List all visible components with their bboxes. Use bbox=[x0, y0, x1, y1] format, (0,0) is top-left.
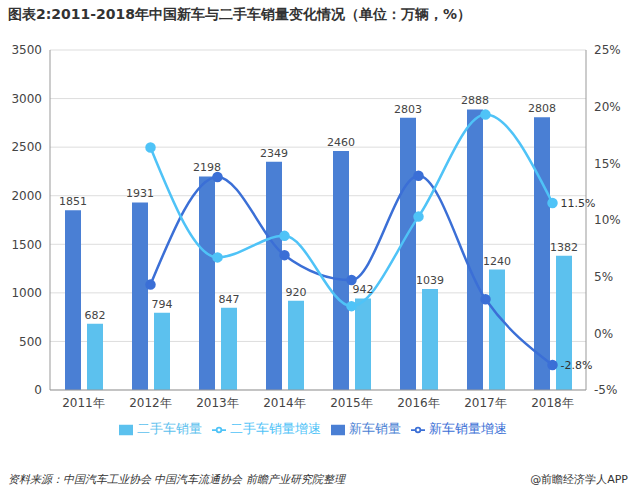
svg-text:682: 682 bbox=[85, 309, 106, 322]
svg-text:2349: 2349 bbox=[260, 147, 288, 160]
html-text:新车销量: 新车销量 bbox=[349, 421, 401, 436]
svg-text:0%: 0% bbox=[594, 327, 613, 341]
svg-text:2013年: 2013年 bbox=[196, 396, 239, 410]
svg-text:1382: 1382 bbox=[550, 241, 578, 254]
html-text:@前瞻经济学人APP: @前瞻经济学人APP bbox=[530, 473, 628, 486]
svg-text:1500: 1500 bbox=[11, 238, 42, 252]
svg-text:2015年: 2015年 bbox=[330, 396, 373, 410]
svg-text:1039: 1039 bbox=[416, 274, 444, 287]
svg-text:2803: 2803 bbox=[394, 103, 422, 116]
svg-text:-5%: -5% bbox=[594, 383, 617, 397]
svg-text:2011年: 2011年 bbox=[62, 396, 105, 410]
svg-text:-2.8%: -2.8% bbox=[561, 359, 593, 372]
svg-text:10%: 10% bbox=[594, 213, 621, 227]
svg-text:3000: 3000 bbox=[11, 92, 42, 106]
svg-text:15%: 15% bbox=[594, 157, 621, 171]
html-text:资料来源：中国汽车工业协会 中国汽车流通协会 前瞻产业研究院: 资料来源：中国汽车工业协会 中国汽车流通协会 前瞻产业研究院整理 bbox=[8, 473, 345, 486]
svg-text:3500: 3500 bbox=[11, 43, 42, 57]
svg-text:2460: 2460 bbox=[327, 136, 355, 149]
svg-text:500: 500 bbox=[19, 335, 42, 349]
svg-text:2018年: 2018年 bbox=[531, 396, 574, 410]
svg-text:942: 942 bbox=[353, 283, 374, 296]
html-text:图表2:2011-2018年中国新车与二手车销量变化情况（单: 图表2:2011-2018年中国新车与二手车销量变化情况（单位：万辆，%） bbox=[8, 6, 472, 22]
svg-text:25%: 25% bbox=[594, 43, 621, 57]
svg-text:2000: 2000 bbox=[11, 189, 42, 203]
svg-text:920: 920 bbox=[286, 286, 307, 299]
svg-text:847: 847 bbox=[219, 293, 240, 306]
svg-text:1851: 1851 bbox=[59, 195, 87, 208]
svg-text:20%: 20% bbox=[594, 100, 621, 114]
svg-text:2017年: 2017年 bbox=[464, 396, 507, 410]
svg-text:2012年: 2012年 bbox=[129, 396, 172, 410]
html-text:二手车销量: 二手车销量 bbox=[137, 421, 202, 436]
svg-text:2198: 2198 bbox=[193, 161, 221, 174]
svg-text:0: 0 bbox=[34, 383, 42, 397]
svg-text:11.5%: 11.5% bbox=[561, 197, 596, 210]
svg-text:2014年: 2014年 bbox=[263, 396, 306, 410]
svg-text:2808: 2808 bbox=[528, 102, 556, 115]
svg-text:2888: 2888 bbox=[461, 94, 489, 107]
svg-text:5%: 5% bbox=[594, 270, 613, 284]
svg-text:1000: 1000 bbox=[11, 286, 42, 300]
svg-text:1931: 1931 bbox=[126, 187, 154, 200]
svg-text:794: 794 bbox=[152, 298, 173, 311]
svg-text:2016年: 2016年 bbox=[397, 396, 440, 410]
svg-text:2500: 2500 bbox=[11, 140, 42, 154]
svg-text:1240: 1240 bbox=[483, 255, 511, 268]
html-text:新车销量增速: 新车销量增速 bbox=[429, 421, 507, 436]
html-text:二手车销量增速: 二手车销量增速 bbox=[230, 421, 321, 436]
